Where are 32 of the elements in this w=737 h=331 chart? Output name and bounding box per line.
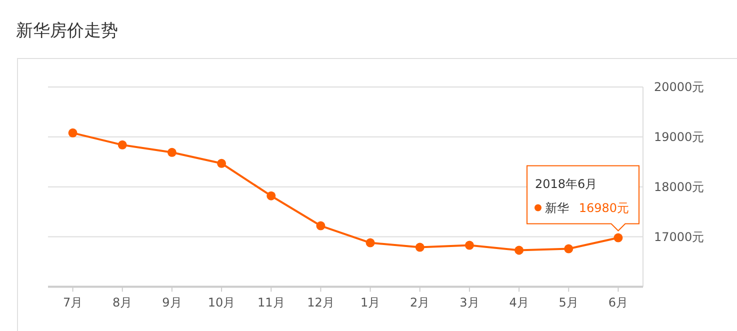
point — [614, 233, 623, 242]
point — [464, 240, 474, 250]
x-tick-label: 9月 — [162, 296, 182, 310]
x-tick-label: 4月 — [509, 296, 529, 310]
y-tick-label: 19000元 — [654, 130, 704, 144]
x-tick-label: 1月 — [360, 296, 380, 310]
x-tick-label: 2月 — [410, 296, 430, 310]
x-tick-label: 3月 — [460, 296, 480, 310]
x-tick-label: 12月 — [307, 296, 334, 310]
chart-title: 新华房价走势 — [16, 21, 118, 41]
point — [118, 140, 127, 150]
point — [217, 158, 226, 168]
point — [266, 191, 276, 200]
x-tick-label: 10月 — [208, 296, 236, 310]
y-tick-label: 18000元 — [654, 180, 704, 194]
annotation: 2018年6月 — [535, 176, 598, 191]
point — [415, 242, 424, 252]
x-tick-label: 5月 — [558, 296, 578, 310]
legend-label: 新华 — [545, 200, 569, 215]
y-tick-label: 17000元 — [654, 230, 704, 244]
point — [564, 244, 574, 254]
x-tick-label: 11月 — [257, 296, 285, 310]
point — [366, 238, 375, 248]
y-tick-label: 20000元 — [654, 80, 704, 94]
point — [68, 128, 78, 138]
point — [316, 221, 326, 230]
x-tick-label: 7月 — [62, 296, 83, 310]
point — [514, 246, 524, 255]
point — [167, 148, 176, 157]
data-label: 16980元 — [578, 200, 629, 215]
x-tick-label: 6月 — [608, 296, 628, 310]
x-tick-label: 8月 — [112, 296, 132, 310]
